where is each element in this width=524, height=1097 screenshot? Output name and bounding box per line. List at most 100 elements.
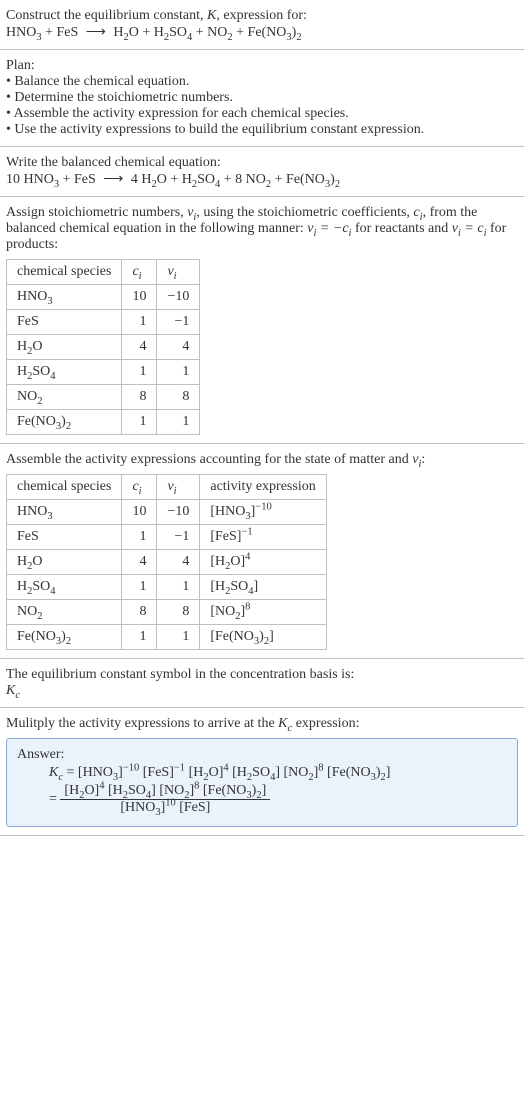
cell-species: Fe(NO3)2 [7, 410, 122, 435]
cell-nui: −1 [157, 310, 200, 335]
cell-activity: [FeS]−1 [200, 525, 326, 550]
cell-activity: [H2SO4] [200, 575, 326, 600]
activity-section: Assemble the activity expressions accoun… [0, 444, 524, 659]
intro-text-b: , expression for: [216, 8, 307, 23]
table-row: FeS1−1[FeS]−1 [7, 525, 327, 550]
cell-species: NO2 [7, 385, 122, 410]
cell-ci: 10 [122, 500, 157, 525]
cell-ci: 1 [122, 310, 157, 335]
intro-text-a: Construct the equilibrium constant, [6, 8, 207, 23]
col-nui: νi [157, 260, 200, 285]
stoich-intro-d: for reactants and [351, 221, 451, 236]
balanced-equation: 10 HNO3 + FeS ⟶ 4 H2O + H2SO4 + 8 NO2 + … [6, 171, 518, 188]
intro-line: Construct the equilibrium constant, K, e… [6, 8, 518, 24]
col-ci: ci [122, 475, 157, 500]
stoich-intro-b: , using the stoichiometric coefficients, [196, 205, 413, 220]
cell-activity: [Fe(NO3)2] [200, 625, 326, 650]
cell-species: H2O [7, 335, 122, 360]
activity-title: Assemble the activity expressions accoun… [6, 452, 518, 468]
cell-ci: 1 [122, 625, 157, 650]
answer-Kc: Kc [49, 765, 63, 780]
balanced-lhs: 10 HNO3 + FeS [6, 172, 96, 187]
symbol-section: The equilibrium constant symbol in the c… [0, 659, 524, 708]
table-header-row: chemical species ci νi [7, 260, 200, 285]
stoich-eq2: νi = ci [452, 221, 487, 236]
cell-species: HNO3 [7, 500, 122, 525]
cell-nui: 1 [157, 575, 200, 600]
table-row: NO288 [7, 385, 200, 410]
eq-lhs: HNO3 + FeS [6, 25, 78, 40]
symbol-Kc: Kc [6, 683, 518, 699]
stoich-c: ci [413, 205, 422, 220]
fraction-denominator: [HNO3]10 [FeS] [60, 800, 270, 816]
cell-nui: 1 [157, 410, 200, 435]
eq-rhs: H2O + H2SO4 + NO2 + Fe(NO3)2 [113, 25, 301, 40]
stoich-nu: νi [187, 205, 196, 220]
plan-title: Plan: [6, 58, 518, 74]
cell-activity: [H2O]4 [200, 550, 326, 575]
cell-ci: 8 [122, 600, 157, 625]
stoich-intro: Assign stoichiometric numbers, νi, using… [6, 205, 518, 253]
cell-ci: 1 [122, 575, 157, 600]
multiply-line: Mulitply the activity expressions to arr… [6, 716, 518, 732]
cell-nui: 8 [157, 600, 200, 625]
plan-item-3: • Use the activity expressions to build … [6, 122, 518, 138]
cell-activity: [HNO3]−10 [200, 500, 326, 525]
table-row: HNO310−10 [7, 285, 200, 310]
table-row: H2O44 [7, 335, 200, 360]
intro-equation: HNO3 + FeS ⟶ H2O + H2SO4 + NO2 + Fe(NO3)… [6, 24, 518, 41]
plan-item-1: • Determine the stoichiometric numbers. [6, 90, 518, 106]
answer-rhs1: [HNO3]−10 [FeS]−1 [H2O]4 [H2SO4] [NO2]8 … [78, 765, 391, 780]
symbol-line: The equilibrium constant symbol in the c… [6, 667, 518, 683]
multiply-Kc: Kc [278, 716, 292, 731]
cell-nui: −1 [157, 525, 200, 550]
cell-species: FeS [7, 525, 122, 550]
intro-section: Construct the equilibrium constant, K, e… [0, 0, 524, 50]
cell-species: H2SO4 [7, 360, 122, 385]
stoich-section: Assign stoichiometric numbers, νi, using… [0, 197, 524, 444]
cell-ci: 4 [122, 550, 157, 575]
cell-nui: 1 [157, 625, 200, 650]
table-row: Fe(NO3)211[Fe(NO3)2] [7, 625, 327, 650]
activity-title-b: : [421, 452, 425, 467]
cell-ci: 1 [122, 410, 157, 435]
cell-ci: 10 [122, 285, 157, 310]
arrow-icon: ⟶ [99, 172, 127, 187]
equals-sign: = [67, 765, 78, 780]
cell-species: FeS [7, 310, 122, 335]
col-ci: ci [122, 260, 157, 285]
table-row: H2SO411 [7, 360, 200, 385]
intro-K: K [207, 8, 216, 23]
cell-nui: 4 [157, 335, 200, 360]
balanced-title: Write the balanced chemical equation: [6, 155, 518, 171]
cell-nui: 4 [157, 550, 200, 575]
balanced-section: Write the balanced chemical equation: 10… [0, 147, 524, 197]
multiply-a: Mulitply the activity expressions to arr… [6, 716, 278, 731]
answer-box: Answer: Kc = [HNO3]−10 [FeS]−1 [H2O]4 [H… [6, 738, 518, 827]
cell-species: NO2 [7, 600, 122, 625]
plan-item-0: • Balance the chemical equation. [6, 74, 518, 90]
cell-ci: 1 [122, 525, 157, 550]
activity-table: chemical species ci νi activity expressi… [6, 474, 327, 650]
multiply-b: expression: [292, 716, 359, 731]
table-row: NO288[NO2]8 [7, 600, 327, 625]
arrow-icon: ⟶ [82, 25, 110, 40]
stoich-eq1: νi = −ci [307, 221, 351, 236]
stoich-intro-a: Assign stoichiometric numbers, [6, 205, 187, 220]
activity-title-a: Assemble the activity expressions accoun… [6, 452, 412, 467]
cell-nui: −10 [157, 500, 200, 525]
cell-ci: 4 [122, 335, 157, 360]
final-section: Mulitply the activity expressions to arr… [0, 708, 524, 836]
cell-ci: 1 [122, 360, 157, 385]
cell-nui: −10 [157, 285, 200, 310]
table-row: FeS1−1 [7, 310, 200, 335]
table-row: Fe(NO3)211 [7, 410, 200, 435]
cell-ci: 8 [122, 385, 157, 410]
col-activity: activity expression [200, 475, 326, 500]
stoich-table: chemical species ci νi HNO310−10 FeS1−1 … [6, 259, 200, 435]
balanced-rhs: 4 H2O + H2SO4 + 8 NO2 + Fe(NO3)2 [131, 172, 340, 187]
cell-species: H2O [7, 550, 122, 575]
table-row: HNO310−10[HNO3]−10 [7, 500, 327, 525]
answer-eq2: = [H2O]4 [H2SO4] [NO2]8 [Fe(NO3)2] [HNO3… [17, 783, 507, 816]
col-nui: νi [157, 475, 200, 500]
